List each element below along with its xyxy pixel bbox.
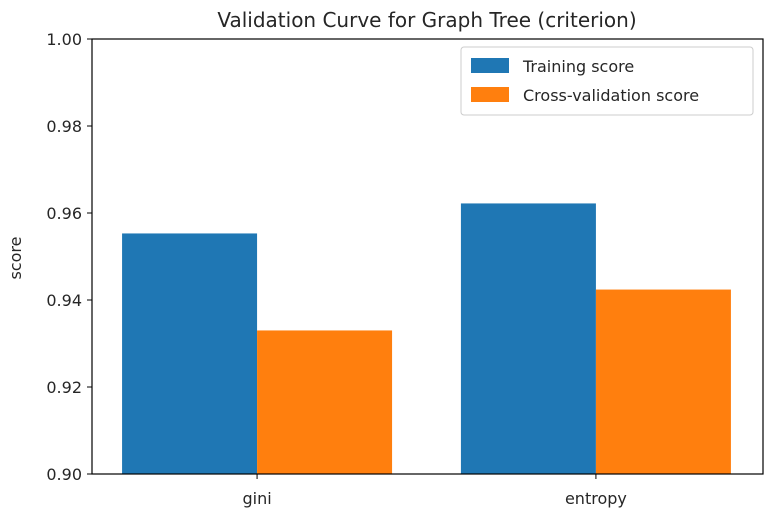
y-tick-label: 0.96 bbox=[46, 204, 82, 223]
legend-label: Cross-validation score bbox=[523, 86, 699, 105]
plot-frame bbox=[91, 38, 764, 475]
legend-box bbox=[460, 46, 754, 116]
bar-gini-cross-validation bbox=[257, 330, 393, 474]
legend-swatch bbox=[471, 58, 509, 73]
y-axis-label: score bbox=[6, 237, 25, 280]
y-tick-label: 0.92 bbox=[46, 378, 82, 397]
x-tick-label: entropy bbox=[565, 489, 627, 508]
chart-title: Validation Curve for Graph Tree (criteri… bbox=[217, 8, 636, 32]
y-tick-label: 0.98 bbox=[46, 117, 82, 136]
legend: Training score Cross-validation score bbox=[460, 46, 754, 116]
bar-entropy-training bbox=[460, 203, 596, 474]
bar-entropy-cross-validation bbox=[595, 289, 731, 474]
legend-swatch bbox=[471, 87, 509, 102]
bars-group bbox=[122, 203, 731, 474]
y-tick-label: 0.90 bbox=[46, 465, 82, 484]
x-tick-label: gini bbox=[242, 489, 271, 508]
y-tick-label: 1.00 bbox=[46, 30, 82, 49]
legend-label: Training score bbox=[522, 57, 634, 76]
y-tick-label: 0.94 bbox=[46, 291, 82, 310]
ticks-group: 0.90 0.92 0.94 0.96 0.98 1.00 gini entropy bbox=[46, 30, 626, 508]
bar-gini-training bbox=[122, 233, 258, 474]
